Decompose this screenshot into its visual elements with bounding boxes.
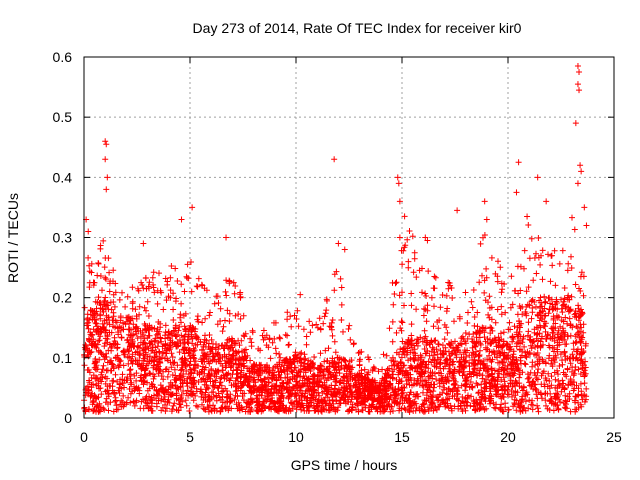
data-point: [85, 228, 92, 235]
data-point: [534, 174, 541, 181]
x-tick-label: 20: [500, 429, 516, 445]
data-point: [103, 141, 110, 148]
data-point: [102, 156, 109, 163]
data-point: [543, 198, 550, 205]
chart-title: Day 273 of 2014, Rate Of TEC Index for r…: [193, 20, 522, 36]
data-point: [405, 258, 412, 265]
y-tick-label: 0.6: [53, 49, 73, 65]
data-point: [581, 204, 588, 211]
x-tick-label: 25: [606, 429, 622, 445]
data-point: [331, 156, 338, 163]
data-point: [335, 240, 342, 247]
data-point: [104, 174, 111, 181]
data-point: [524, 213, 531, 220]
x-axis-label: GPS time / hours: [291, 457, 398, 473]
data-point: [576, 87, 583, 94]
data-point: [572, 120, 579, 127]
data-point: [178, 216, 185, 223]
data-point: [395, 180, 402, 187]
y-tick-label: 0: [64, 410, 72, 426]
y-tick-label: 0.4: [53, 169, 73, 185]
data-point: [102, 138, 109, 145]
x-tick-label: 10: [288, 429, 304, 445]
data-point: [103, 186, 110, 193]
data-point: [483, 216, 490, 223]
data-point: [583, 222, 590, 229]
data-point: [576, 69, 583, 76]
axis-ticks: 0 5 10 15 20 25 0 0.1 0.2 0.3 0.4 0.5 0.6: [53, 49, 622, 445]
y-tick-label: 0.1: [53, 350, 73, 366]
data-point: [578, 168, 585, 175]
y-tick-label: 0.5: [53, 109, 73, 125]
data-point: [481, 198, 488, 205]
data-point: [454, 207, 461, 214]
data-point: [577, 162, 584, 169]
x-tick-label: 5: [186, 429, 194, 445]
data-point: [341, 246, 348, 253]
data-point: [394, 174, 401, 181]
data-point: [574, 63, 581, 70]
data-point: [424, 237, 431, 244]
data-point: [515, 159, 522, 166]
data-point: [422, 234, 429, 241]
y-axis-label: ROTI / TECUs: [5, 193, 21, 283]
data-point: [574, 81, 581, 88]
data-point: [140, 240, 147, 247]
data-point: [396, 234, 403, 241]
data-point: [223, 234, 230, 241]
data-point: [396, 198, 403, 205]
data-point: [513, 189, 520, 196]
data-point: [574, 180, 581, 187]
y-tick-label: 0.3: [53, 230, 73, 246]
y-tick-label: 0.2: [53, 290, 73, 306]
x-tick-label: 15: [394, 429, 410, 445]
x-tick-label: 0: [80, 429, 88, 445]
data-point: [297, 291, 304, 298]
data-point: [189, 204, 196, 211]
